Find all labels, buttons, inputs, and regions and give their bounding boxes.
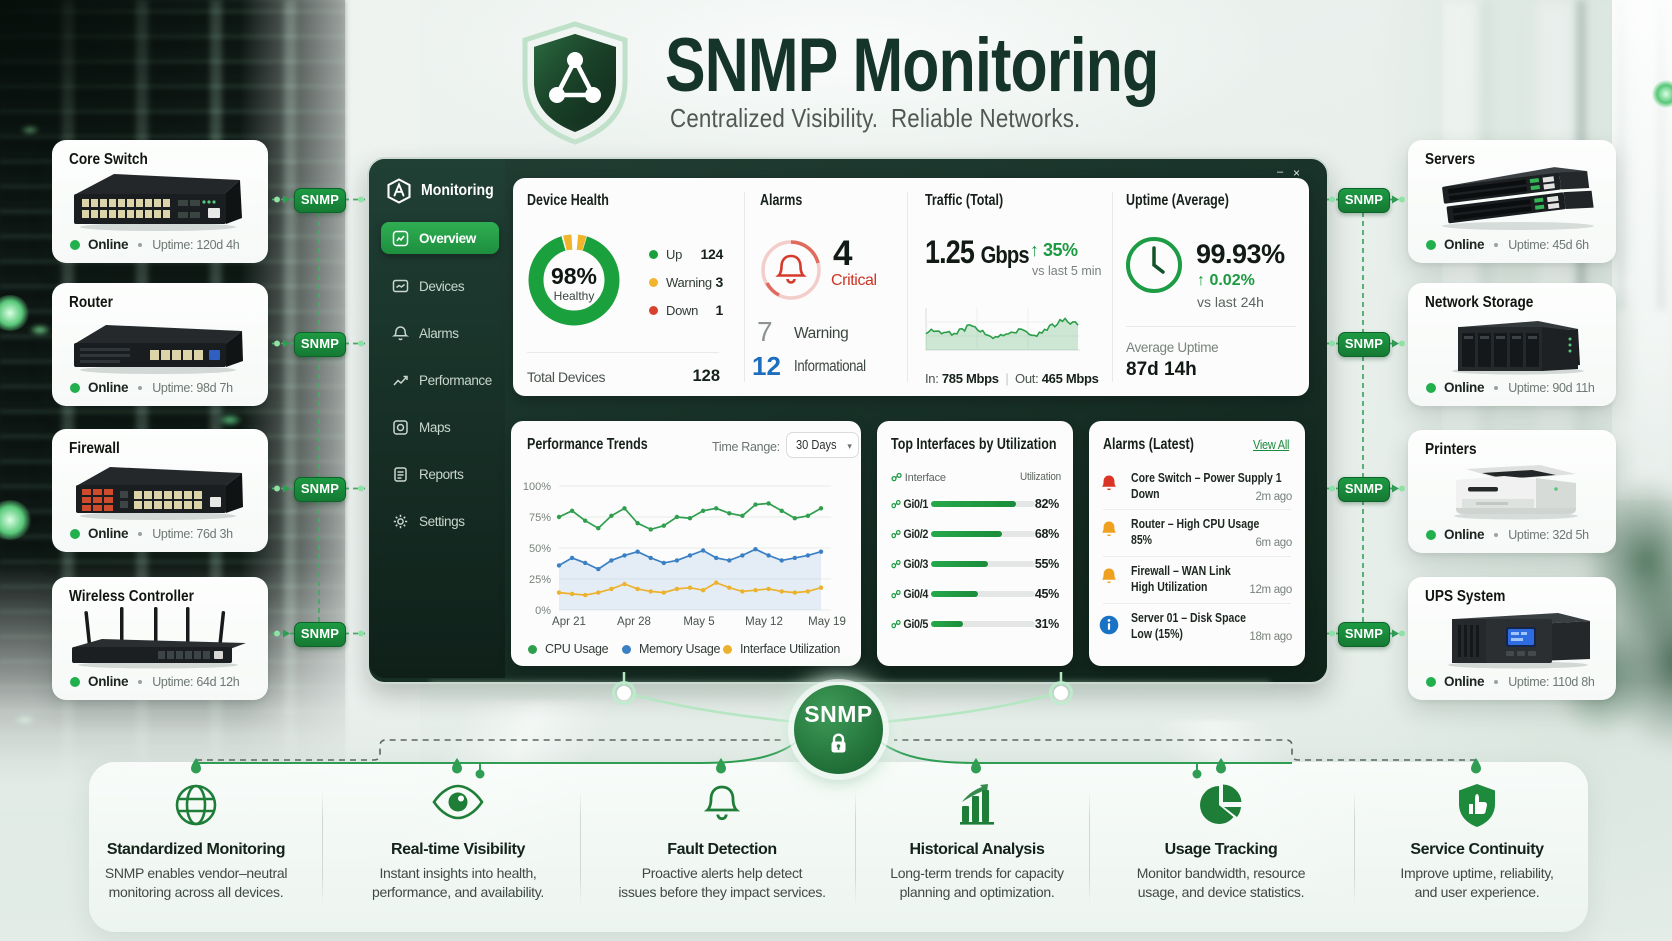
svg-text:50%: 50% [529, 543, 551, 555]
svg-text:98%: 98% [551, 263, 597, 289]
svg-text:Apr 28: Apr 28 [617, 616, 651, 628]
svg-text:Healthy: Healthy [554, 289, 595, 303]
svg-text:May 12: May 12 [745, 616, 783, 628]
svg-text:25%: 25% [529, 574, 551, 586]
svg-text:Apr 21: Apr 21 [552, 616, 586, 628]
svg-text:100%: 100% [523, 481, 551, 493]
svg-text:75%: 75% [529, 512, 551, 524]
svg-text:May 19: May 19 [808, 616, 846, 628]
svg-text:May 5: May 5 [683, 616, 714, 628]
svg-text:0%: 0% [535, 605, 551, 617]
